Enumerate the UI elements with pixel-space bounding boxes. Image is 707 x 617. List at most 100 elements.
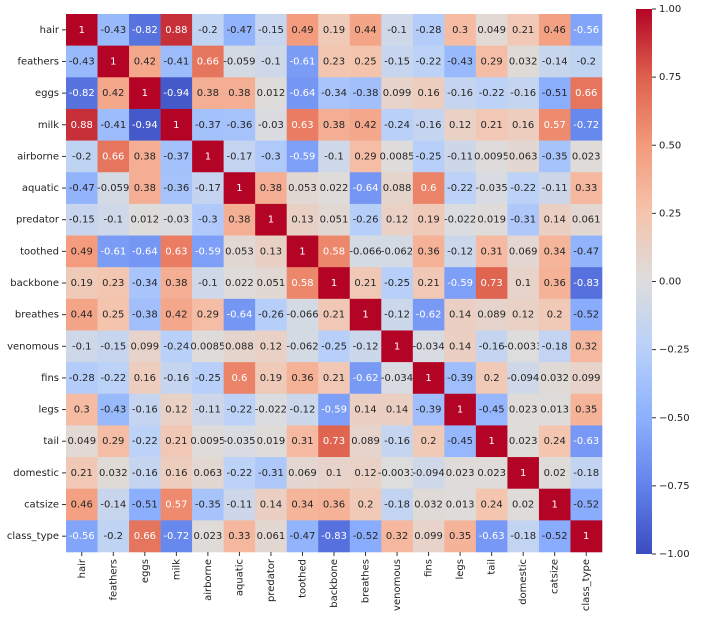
heatmap-cell bbox=[475, 425, 508, 458]
cell-label: 0.19 bbox=[323, 25, 345, 36]
cell-label: -0.47 bbox=[226, 25, 252, 36]
cell-label: -0.47 bbox=[573, 246, 599, 257]
heatmap-cell bbox=[223, 520, 256, 553]
cell-label: -0.34 bbox=[132, 278, 158, 289]
heatmap-cell bbox=[475, 235, 508, 268]
cell-label: 0.21 bbox=[323, 310, 345, 321]
heatmap-cell bbox=[160, 235, 193, 268]
heatmap-cell bbox=[381, 267, 414, 300]
heatmap-cell bbox=[475, 362, 508, 395]
cell-label: 0.2 bbox=[484, 373, 500, 384]
heatmap-cell bbox=[444, 393, 477, 426]
heatmap-cell bbox=[412, 203, 445, 236]
cell-label: -0.52 bbox=[353, 531, 379, 542]
cell-label: 0.088 bbox=[383, 183, 412, 194]
cell-label: -0.25 bbox=[416, 151, 442, 162]
cell-label: 0.6 bbox=[421, 183, 437, 194]
heatmap-cell bbox=[349, 45, 382, 78]
heatmap-cell bbox=[538, 362, 571, 395]
heatmap-cell bbox=[192, 108, 224, 141]
heatmap-cell bbox=[507, 235, 540, 268]
cell-label: -0.25 bbox=[384, 278, 410, 289]
cell-label: -0.38 bbox=[353, 88, 379, 99]
cell-label: -0.72 bbox=[163, 531, 189, 542]
cell-label: 0.3 bbox=[452, 25, 468, 36]
heatmap-cell bbox=[160, 108, 193, 141]
cell-label: 1 bbox=[331, 278, 337, 289]
heatmap-cell bbox=[381, 235, 414, 268]
cell-label: 0.38 bbox=[197, 88, 219, 99]
cell-label: -0.45 bbox=[479, 405, 505, 416]
heatmap-cell bbox=[507, 393, 540, 426]
heatmap-cell bbox=[475, 520, 508, 553]
cell-label: 0.013 bbox=[446, 500, 475, 511]
heatmap-cell bbox=[444, 172, 477, 205]
heatmap-cell bbox=[475, 108, 508, 141]
heatmap-cell bbox=[381, 108, 414, 141]
cell-label: -0.22 bbox=[100, 373, 126, 384]
heatmap-cell bbox=[349, 393, 382, 426]
cell-label: -0.15 bbox=[384, 56, 410, 67]
cell-label: 0.032 bbox=[509, 56, 538, 67]
heatmap-cell bbox=[286, 520, 319, 553]
heatmap-cell bbox=[475, 330, 508, 363]
heatmap-cell bbox=[160, 362, 193, 395]
cell-label: -0.25 bbox=[321, 341, 347, 352]
cell-label: 0.38 bbox=[134, 183, 156, 194]
cell-label: 0.019 bbox=[477, 215, 506, 226]
heatmap-cell bbox=[507, 457, 540, 490]
cell-label: 0.099 bbox=[572, 373, 601, 384]
heatmap-cell bbox=[349, 362, 382, 395]
heatmap-cell bbox=[223, 140, 256, 173]
heatmap-cell bbox=[318, 393, 351, 426]
cell-label: -0.36 bbox=[226, 120, 252, 131]
heatmap-cell bbox=[129, 520, 161, 553]
heatmap-cell bbox=[538, 108, 571, 141]
cell-label: 0.023 bbox=[572, 151, 601, 162]
cell-label: -0.12 bbox=[353, 341, 379, 352]
heatmap-cell bbox=[507, 77, 540, 110]
cell-label: 0.24 bbox=[544, 436, 566, 447]
heatmap-cell bbox=[286, 235, 319, 268]
heatmap-cell bbox=[349, 488, 382, 521]
cell-label: -0.52 bbox=[573, 310, 599, 321]
cell-label: 1 bbox=[205, 151, 211, 162]
heatmap-cell bbox=[412, 425, 445, 458]
heatmap-cell bbox=[538, 488, 571, 521]
colorbar-tick-label: 0.25 bbox=[659, 208, 681, 219]
heatmap-cell bbox=[223, 14, 256, 46]
cell-label: 0.6 bbox=[231, 373, 247, 384]
heatmap-cell bbox=[192, 330, 224, 363]
cell-label: 0.12 bbox=[449, 120, 471, 131]
cell-label: 0.32 bbox=[386, 531, 408, 542]
heatmap-cell bbox=[570, 488, 603, 521]
cell-label: -0.18 bbox=[510, 531, 536, 542]
heatmap-cell bbox=[286, 140, 319, 173]
x-tick-label: eggs bbox=[140, 559, 151, 583]
cell-label: 0.29 bbox=[481, 56, 503, 67]
cell-label: 0.023 bbox=[194, 531, 223, 542]
heatmap-cell bbox=[192, 362, 224, 395]
colorbar bbox=[636, 9, 652, 554]
heatmap-cell bbox=[444, 298, 477, 331]
heatmap-cell bbox=[444, 77, 477, 110]
heatmap-cell bbox=[381, 362, 414, 395]
heatmap-cell bbox=[192, 14, 224, 46]
heatmap-cell bbox=[381, 77, 414, 110]
cell-label: -0.16 bbox=[384, 436, 410, 447]
heatmap-cell bbox=[192, 203, 224, 236]
heatmap-cell bbox=[412, 235, 445, 268]
cell-label: -0.94 bbox=[132, 120, 158, 131]
heatmap-cell bbox=[97, 488, 130, 521]
heatmap-cell bbox=[286, 14, 319, 46]
y-tick-label: tail bbox=[43, 436, 59, 447]
cell-label: 0.73 bbox=[323, 436, 345, 447]
cell-label: -0.22 bbox=[226, 405, 252, 416]
cell-label: 0.069 bbox=[288, 468, 317, 479]
cell-label: -0.15 bbox=[69, 215, 95, 226]
heatmap-cell bbox=[538, 457, 571, 490]
heatmap-cell bbox=[223, 108, 256, 141]
heatmap-cell bbox=[223, 267, 256, 300]
cell-label: 0.063 bbox=[194, 468, 223, 479]
heatmap-cell bbox=[129, 203, 161, 236]
